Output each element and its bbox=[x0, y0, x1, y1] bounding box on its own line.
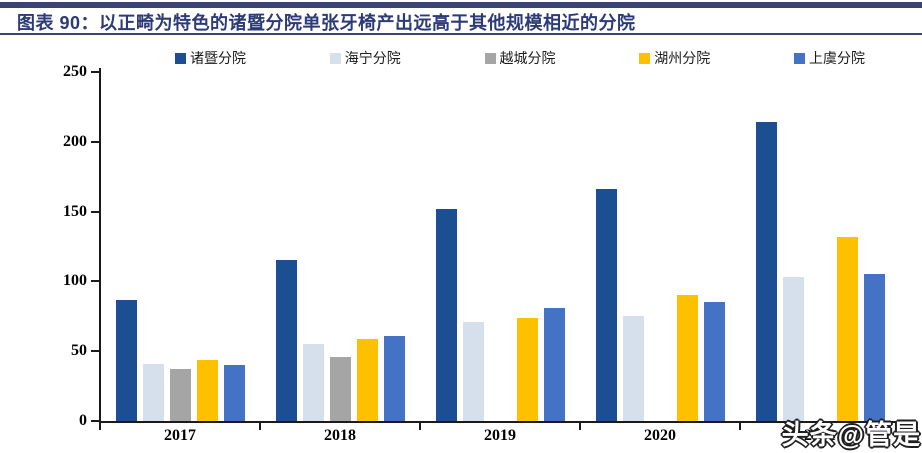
y-axis-tick-label: 0 bbox=[79, 412, 87, 429]
y-axis-tick-label: 200 bbox=[63, 132, 87, 150]
bar-湖州分院-2019 bbox=[516, 317, 538, 421]
y-axis-tick-label: 50 bbox=[71, 342, 87, 360]
x-axis-tick bbox=[259, 423, 261, 430]
bar-海宁分院-2020 bbox=[622, 316, 644, 421]
legend-item-3: 越城分院 bbox=[484, 48, 556, 68]
x-axis-tick bbox=[579, 423, 581, 430]
y-axis-tick bbox=[91, 210, 99, 213]
bar-越城分院-2018 bbox=[329, 356, 351, 421]
x-axis-line bbox=[99, 421, 901, 423]
bar-湖州分院-2021 bbox=[836, 236, 858, 421]
legend-label: 海宁分院 bbox=[344, 52, 401, 67]
x-axis-tick bbox=[739, 423, 741, 430]
bar-诸暨分院-2017 bbox=[115, 299, 137, 421]
legend-label: 诸暨分院 bbox=[190, 52, 246, 67]
legend-item-5: 上虞分院 bbox=[794, 48, 865, 68]
legend-swatch-icon bbox=[794, 52, 805, 64]
legend-label: 湖州分院 bbox=[654, 52, 711, 67]
bar-诸暨分院-2019 bbox=[435, 208, 457, 421]
y-axis-tick-label: 150 bbox=[63, 202, 87, 220]
y-axis-tick bbox=[91, 140, 99, 143]
figure-title: 图表 90：以正畸为特色的诸暨分院单张牙椅产出远高于其他规模相近的分院 bbox=[17, 13, 636, 33]
bar-湖州分院-2018 bbox=[356, 338, 378, 421]
bar-海宁分院-2017 bbox=[142, 363, 164, 421]
x-axis-tick bbox=[99, 423, 101, 430]
x-axis-category-label: 2019 bbox=[484, 427, 516, 444]
bar-海宁分院-2018 bbox=[302, 344, 324, 421]
x-axis-tick bbox=[899, 423, 901, 430]
bar-诸暨分院-2021 bbox=[755, 122, 777, 421]
header-accent-bar bbox=[0, 2, 922, 8]
legend-label: 上虞分院 bbox=[809, 52, 865, 67]
bar-上虞分院-2019 bbox=[543, 307, 565, 421]
bar-海宁分院-2021 bbox=[782, 277, 804, 421]
legend-item-1: 诸暨分院 bbox=[175, 48, 246, 68]
bar-上虞分院-2021 bbox=[863, 274, 885, 421]
y-axis-tick bbox=[91, 420, 99, 422]
watermark: 头条@管是 bbox=[781, 420, 921, 450]
chart-legend: 诸暨分院 海宁分院 越城分院 湖州分院 上虞分院 bbox=[175, 49, 865, 67]
x-axis-category-label: 2021 bbox=[804, 427, 836, 444]
bar-上虞分院-2020 bbox=[703, 302, 725, 421]
bar-海宁分院-2019 bbox=[462, 321, 484, 421]
bar-上虞分院-2017 bbox=[223, 365, 245, 421]
bar-上虞分院-2018 bbox=[383, 335, 405, 421]
bar-诸暨分院-2020 bbox=[595, 189, 617, 421]
bar-湖州分院-2017 bbox=[196, 359, 218, 421]
bar-诸暨分院-2018 bbox=[275, 260, 297, 421]
legend-label: 越城分院 bbox=[499, 52, 556, 67]
legend-swatch-icon bbox=[175, 52, 186, 64]
y-axis-line bbox=[99, 68, 101, 423]
bar-越城分院-2017 bbox=[169, 369, 191, 421]
header-divider bbox=[0, 33, 922, 35]
x-axis-category-label: 2017 bbox=[164, 427, 196, 444]
legend-item-4: 湖州分院 bbox=[639, 48, 710, 68]
x-axis-category-label: 2020 bbox=[644, 427, 676, 444]
y-axis-tick bbox=[91, 280, 99, 283]
legend-swatch-icon bbox=[639, 52, 651, 64]
legend-item-2: 海宁分院 bbox=[329, 48, 401, 68]
y-axis-tick-label: 250 bbox=[63, 63, 87, 80]
legend-swatch-icon bbox=[484, 52, 496, 64]
x-axis-category-label: 2018 bbox=[324, 427, 356, 444]
bar-湖州分院-2020 bbox=[676, 295, 698, 421]
x-axis-tick bbox=[419, 423, 421, 430]
y-axis-tick bbox=[91, 350, 99, 353]
legend-swatch-icon bbox=[329, 52, 341, 64]
y-axis-tick bbox=[91, 71, 99, 73]
y-axis-tick-label: 100 bbox=[63, 272, 87, 290]
